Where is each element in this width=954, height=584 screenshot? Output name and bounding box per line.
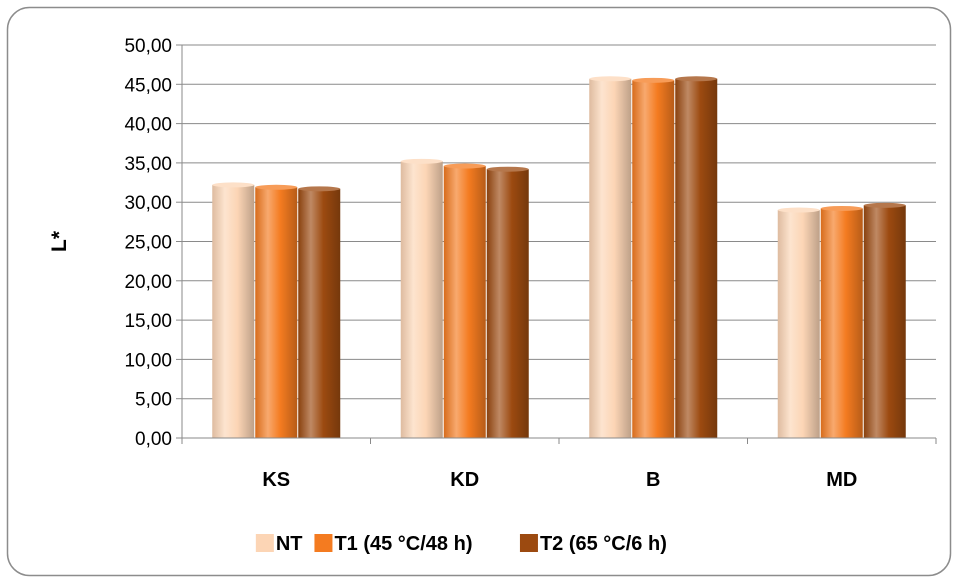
bar-b-nt bbox=[589, 78, 632, 438]
bar-b-t2 bbox=[675, 78, 718, 438]
legend-swatch bbox=[314, 534, 333, 552]
y-tick-label: 50,00 bbox=[124, 36, 172, 57]
bar-md-nt bbox=[777, 210, 820, 438]
bar-top-cap bbox=[255, 184, 298, 190]
x-category-label: KS bbox=[262, 469, 290, 491]
y-tick-label: 35,00 bbox=[124, 154, 172, 175]
x-category-label: MD bbox=[826, 469, 857, 491]
bar-kd-t2 bbox=[486, 169, 529, 439]
bar-top-cap bbox=[675, 76, 718, 82]
legend-swatch bbox=[255, 534, 274, 552]
legend-label: T2 (65 °C/6 h) bbox=[540, 533, 667, 555]
bar-top-cap bbox=[863, 202, 906, 208]
bars bbox=[212, 76, 906, 439]
bar-top-cap bbox=[400, 158, 443, 164]
bar-md-t1 bbox=[820, 208, 863, 438]
legend-swatch bbox=[519, 534, 538, 552]
bar-kd-nt bbox=[400, 161, 443, 438]
axes bbox=[181, 45, 937, 444]
bar-ks-t1 bbox=[255, 187, 298, 438]
bar-top-cap bbox=[777, 207, 820, 213]
bar-top-cap bbox=[298, 186, 341, 192]
y-axis-label: L* bbox=[48, 230, 71, 252]
legend-label: NT bbox=[276, 533, 303, 555]
bar-ks-t2 bbox=[298, 188, 341, 438]
legend: NT T1 (45 °C/48 h) T2 (65 °C/6 h) bbox=[255, 533, 667, 555]
y-tick-label: 25,00 bbox=[124, 233, 172, 254]
y-tick-labels: 0,00 5,00 10,00 15,00 20,00 25,00 30,00 35,00 40… bbox=[124, 36, 172, 450]
y-tick-label: 20,00 bbox=[124, 272, 172, 293]
bar-kd-t1 bbox=[443, 166, 486, 438]
bar-top-cap bbox=[820, 205, 863, 211]
legend-label: T1 (45 °C/48 h) bbox=[334, 533, 472, 555]
y-tick-label: 15,00 bbox=[124, 311, 172, 332]
legend-item: T2 (65 °C/6 h) bbox=[519, 533, 667, 555]
legend-item: T1 (45 °C/48 h) bbox=[314, 533, 472, 555]
x-category-label: B bbox=[646, 469, 660, 491]
bar-top-cap bbox=[443, 163, 486, 169]
bar-b-t1 bbox=[632, 80, 675, 439]
y-tick-label: 0,00 bbox=[135, 429, 172, 450]
bar-top-cap bbox=[486, 166, 529, 172]
bar-ks-nt bbox=[212, 184, 255, 438]
x-category-labels: KS KD B MD bbox=[262, 469, 857, 491]
bar-md-t2 bbox=[863, 205, 906, 438]
bar-top-cap bbox=[589, 76, 632, 82]
bar-top-cap bbox=[632, 77, 675, 83]
y-tick-label: 30,00 bbox=[124, 193, 172, 214]
y-tick-label: 10,00 bbox=[124, 350, 172, 371]
y-tick-label: 40,00 bbox=[124, 115, 172, 136]
y-tick-label: 5,00 bbox=[135, 390, 172, 411]
bar-top-cap bbox=[212, 182, 255, 188]
y-tick-label: 45,00 bbox=[124, 75, 172, 96]
legend-item: NT bbox=[255, 533, 303, 555]
x-category-label: KD bbox=[450, 469, 479, 491]
